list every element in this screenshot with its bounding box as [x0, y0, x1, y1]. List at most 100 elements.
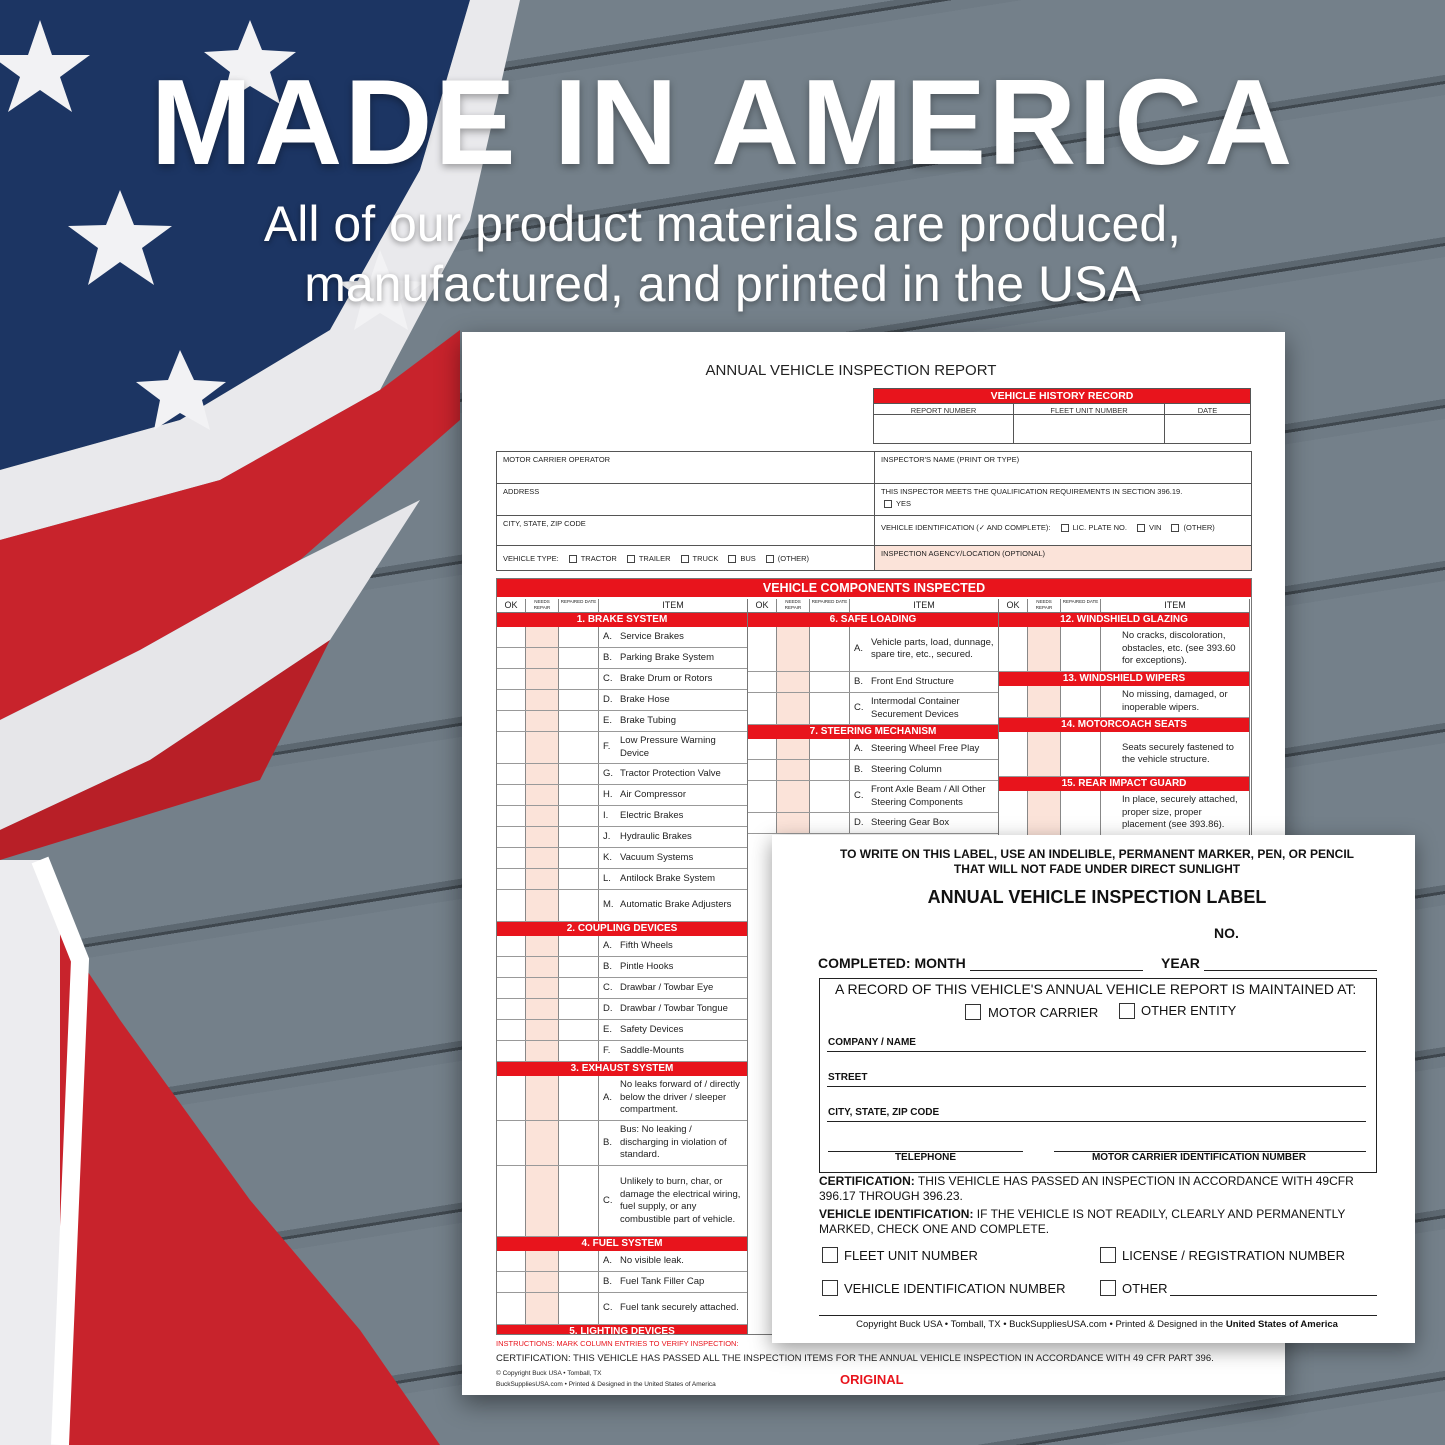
ok-cell: [497, 1293, 526, 1324]
certification-label: CERTIFICATION:: [819, 1174, 915, 1188]
repair-cell: [1028, 732, 1061, 776]
column-header: OK: [748, 599, 777, 612]
date-cell: [559, 627, 599, 647]
item-text: Brake Hose: [620, 693, 670, 705]
item-letter: D.: [854, 816, 864, 828]
number: NO.: [1214, 925, 1239, 941]
item-row: C. Front Axle Beam / All Other Steering C…: [748, 781, 998, 813]
item-text: Hydraulic Brakes: [620, 830, 692, 842]
field: MOTOR CARRIER OPERATOR: [496, 451, 875, 484]
repair-cell: [526, 627, 559, 647]
column-headers: OK NEEDS REPAIR REPAIRED DATE ITEM: [497, 599, 747, 613]
option: YES: [896, 499, 912, 508]
ok-cell: [497, 1251, 526, 1271]
item-cell: C. Unlikely to burn, char, or damage the …: [599, 1166, 747, 1236]
item-cell: C. Fuel tank securely attached.: [599, 1293, 747, 1324]
item-row: C. Fuel tank securely attached.: [497, 1293, 747, 1325]
ok-cell: [999, 791, 1028, 835]
item-letter: A.: [603, 939, 612, 951]
item-row: No cracks, discoloration, obstacles, etc…: [999, 627, 1249, 672]
ok-cell: [497, 690, 526, 710]
option: OTHER ENTITY: [1141, 1003, 1237, 1018]
section-header: 5. LIGHTING DEVICES: [497, 1325, 747, 1334]
date-cell: [559, 827, 599, 847]
ok-cell: [497, 1166, 526, 1236]
checkbox: [568, 555, 577, 564]
item-letter: F.: [603, 741, 611, 753]
item-letter: C.: [603, 672, 613, 684]
repair-cell: [526, 785, 559, 805]
ok-cell: [497, 1076, 526, 1120]
item-text: No leaks forward of / directly below the…: [620, 1079, 740, 1116]
item-text: Electric Brakes: [620, 809, 684, 821]
ok-cell: [497, 1121, 526, 1165]
item-letter: A.: [603, 1091, 612, 1103]
section-header: 13. WINDSHIELD WIPERS: [999, 672, 1249, 686]
item-letter: L.: [603, 872, 611, 884]
component-column: OK NEEDS REPAIR REPAIRED DATE ITEM 1. BRAKE …: [497, 599, 748, 1334]
checkbox: [965, 1004, 981, 1020]
item-letter: K.: [603, 851, 612, 863]
ok-cell: [497, 627, 526, 647]
item-text: No cracks, discoloration, obstacles, etc…: [1122, 630, 1236, 667]
date-cell: [559, 1041, 599, 1061]
item-text: Steering Column: [871, 763, 942, 775]
column-header: REPAIRED DATE: [559, 599, 599, 612]
date-cell: [810, 813, 850, 833]
item-text: Safety Devices: [620, 1023, 684, 1035]
item-letter: D.: [603, 693, 613, 705]
copy-type: ORIGINAL: [840, 1372, 904, 1387]
item-letter: C.: [603, 1194, 613, 1206]
ok-cell: [999, 627, 1028, 671]
history-column: REPORT NUMBER: [874, 403, 1014, 443]
item-letter: B.: [854, 763, 863, 775]
item-letter: C.: [854, 702, 864, 714]
ok-cell: [999, 732, 1028, 776]
item-letter: C.: [603, 981, 613, 993]
date-cell: [559, 936, 599, 956]
repair-cell: [777, 693, 810, 724]
date-cell: [1061, 627, 1101, 671]
record-box: [819, 978, 1377, 1173]
footer: Copyright Buck USA • Tomball, TX • BuckS…: [772, 1319, 1422, 1330]
field-label: VEHICLE TYPE:: [503, 554, 559, 563]
item-row: C. Unlikely to burn, char, or damage the …: [497, 1166, 747, 1237]
field: VEHICLE TYPE: TRACTOR TRAILER TRUCK BUS (OTHE…: [496, 545, 875, 571]
repair-cell: [526, 711, 559, 731]
repair-cell: [1028, 791, 1061, 835]
item-cell: A. Steering Wheel Free Play: [850, 739, 998, 759]
history-column: FLEET UNIT NUMBER: [1014, 403, 1165, 443]
history-header: VEHICLE HISTORY RECORD: [874, 389, 1250, 403]
date-cell: [559, 732, 599, 763]
column-header: REPAIRED DATE: [810, 599, 850, 612]
item-row: In place, securely attached, proper size…: [999, 791, 1249, 836]
option: TRUCK: [692, 554, 719, 563]
section-header: 7. STEERING MECHANISM: [748, 725, 998, 739]
checkbox: [822, 1280, 838, 1296]
item-cell: A. No visible leak.: [599, 1251, 747, 1271]
checkbox: [1119, 1003, 1135, 1019]
item-text: Vacuum Systems: [620, 851, 694, 863]
item-row: A. Service Brakes: [497, 627, 747, 648]
date-cell: [559, 869, 599, 889]
item-row: C. Intermodal Container Securement Device…: [748, 693, 998, 725]
column-header: REPAIRED DATE: [1061, 599, 1101, 612]
checkbox: [680, 555, 689, 564]
item-row: J. Hydraulic Brakes: [497, 827, 747, 848]
ok-cell: [497, 869, 526, 889]
column-headers: OK NEEDS REPAIR REPAIRED DATE ITEM: [999, 599, 1249, 613]
repair-cell: [777, 760, 810, 780]
item-row: B. Front End Structure: [748, 672, 998, 693]
checkbox: [1171, 524, 1180, 533]
date-cell: [810, 781, 850, 812]
item-cell: C. Drawbar / Towbar Eye: [599, 978, 747, 998]
repair-cell: [526, 936, 559, 956]
item-cell: B. Parking Brake System: [599, 648, 747, 668]
option: VIN: [1148, 523, 1162, 532]
item-row: C. Drawbar / Towbar Eye: [497, 978, 747, 999]
item-text: Intermodal Container Securement Devices: [871, 696, 960, 720]
item-row: I. Electric Brakes: [497, 806, 747, 827]
repair-cell: [526, 827, 559, 847]
item-letter: E.: [603, 714, 612, 726]
label-title: ANNUAL VEHICLE INSPECTION LABEL: [927, 887, 1267, 907]
